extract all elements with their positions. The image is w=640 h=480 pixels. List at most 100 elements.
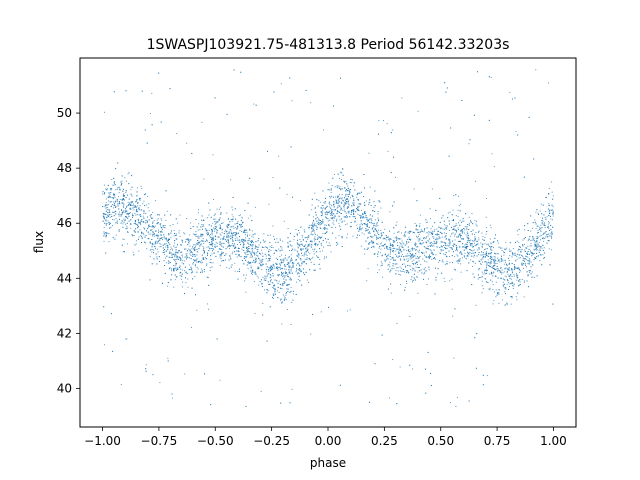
data-point bbox=[381, 262, 383, 264]
data-point bbox=[240, 240, 242, 242]
data-point bbox=[306, 247, 308, 249]
data-point bbox=[247, 268, 249, 270]
data-point bbox=[257, 249, 259, 251]
data-point bbox=[449, 230, 451, 231]
data-point bbox=[118, 196, 120, 198]
data-point bbox=[176, 255, 178, 257]
data-point bbox=[315, 244, 316, 246]
data-point bbox=[350, 197, 351, 199]
data-point bbox=[412, 256, 414, 258]
data-point bbox=[347, 310, 349, 312]
data-point bbox=[364, 223, 366, 225]
data-point bbox=[418, 257, 420, 259]
data-point bbox=[397, 267, 399, 269]
data-point bbox=[105, 204, 107, 206]
data-point bbox=[460, 203, 462, 205]
data-point bbox=[123, 210, 125, 212]
data-point bbox=[283, 268, 285, 270]
data-point bbox=[443, 241, 445, 243]
data-point bbox=[377, 229, 379, 231]
data-point bbox=[494, 260, 496, 262]
data-point bbox=[455, 215, 457, 217]
data-point bbox=[390, 258, 392, 260]
data-point bbox=[367, 268, 369, 269]
data-point bbox=[336, 200, 338, 202]
data-point bbox=[135, 223, 137, 225]
data-point bbox=[327, 220, 329, 222]
data-point bbox=[157, 229, 159, 231]
data-point bbox=[424, 254, 426, 256]
data-point bbox=[239, 230, 241, 232]
data-point bbox=[123, 207, 125, 209]
data-point bbox=[144, 228, 146, 230]
data-point bbox=[388, 264, 390, 266]
data-point bbox=[475, 244, 477, 246]
data-point bbox=[258, 268, 260, 270]
data-point bbox=[132, 214, 134, 216]
data-point bbox=[289, 283, 291, 285]
data-point bbox=[504, 304, 506, 306]
data-point bbox=[122, 190, 124, 192]
data-point bbox=[551, 233, 553, 235]
data-point bbox=[426, 270, 428, 272]
data-point bbox=[356, 208, 358, 210]
data-point bbox=[301, 243, 303, 245]
data-point bbox=[321, 207, 323, 209]
data-point bbox=[413, 264, 415, 266]
data-point bbox=[264, 276, 266, 278]
data-point bbox=[419, 226, 421, 228]
data-point bbox=[323, 129, 324, 131]
data-point bbox=[343, 216, 345, 218]
data-point bbox=[106, 214, 108, 216]
data-point bbox=[214, 228, 216, 230]
data-point bbox=[178, 230, 180, 232]
data-point bbox=[378, 219, 380, 221]
data-point bbox=[120, 215, 122, 217]
data-point bbox=[324, 212, 326, 214]
data-point bbox=[516, 258, 518, 260]
data-point bbox=[446, 228, 448, 230]
data-point bbox=[256, 254, 258, 256]
data-point bbox=[511, 256, 513, 258]
data-point bbox=[216, 232, 218, 234]
data-point bbox=[432, 254, 434, 256]
data-point bbox=[103, 306, 105, 308]
data-point bbox=[247, 248, 249, 250]
data-point bbox=[550, 215, 552, 217]
data-point bbox=[450, 247, 452, 249]
data-point bbox=[546, 235, 548, 237]
data-point bbox=[112, 350, 114, 352]
data-point bbox=[432, 253, 434, 255]
data-point bbox=[325, 256, 327, 258]
data-point bbox=[426, 248, 428, 250]
data-point bbox=[311, 228, 313, 230]
data-point bbox=[330, 207, 332, 209]
data-point bbox=[500, 271, 502, 273]
data-point bbox=[309, 269, 311, 271]
data-point bbox=[201, 219, 203, 221]
data-point bbox=[219, 254, 221, 256]
data-point bbox=[291, 388, 293, 390]
data-point bbox=[297, 278, 299, 280]
data-point bbox=[396, 322, 398, 324]
data-point bbox=[414, 243, 416, 245]
data-point bbox=[120, 181, 122, 183]
data-point bbox=[174, 233, 176, 235]
data-point bbox=[490, 260, 492, 262]
data-point bbox=[187, 241, 189, 243]
data-point bbox=[223, 237, 225, 239]
data-point bbox=[497, 269, 499, 271]
data-point bbox=[509, 275, 511, 277]
data-point bbox=[258, 284, 260, 286]
data-point bbox=[457, 262, 459, 264]
data-point bbox=[121, 212, 123, 213]
data-point bbox=[210, 237, 212, 239]
data-point bbox=[475, 223, 477, 225]
data-point bbox=[228, 245, 230, 247]
data-point bbox=[122, 188, 124, 190]
data-point bbox=[548, 221, 550, 223]
data-point bbox=[213, 248, 215, 250]
data-point bbox=[405, 265, 407, 267]
data-point bbox=[254, 206, 256, 208]
data-point bbox=[272, 265, 274, 267]
